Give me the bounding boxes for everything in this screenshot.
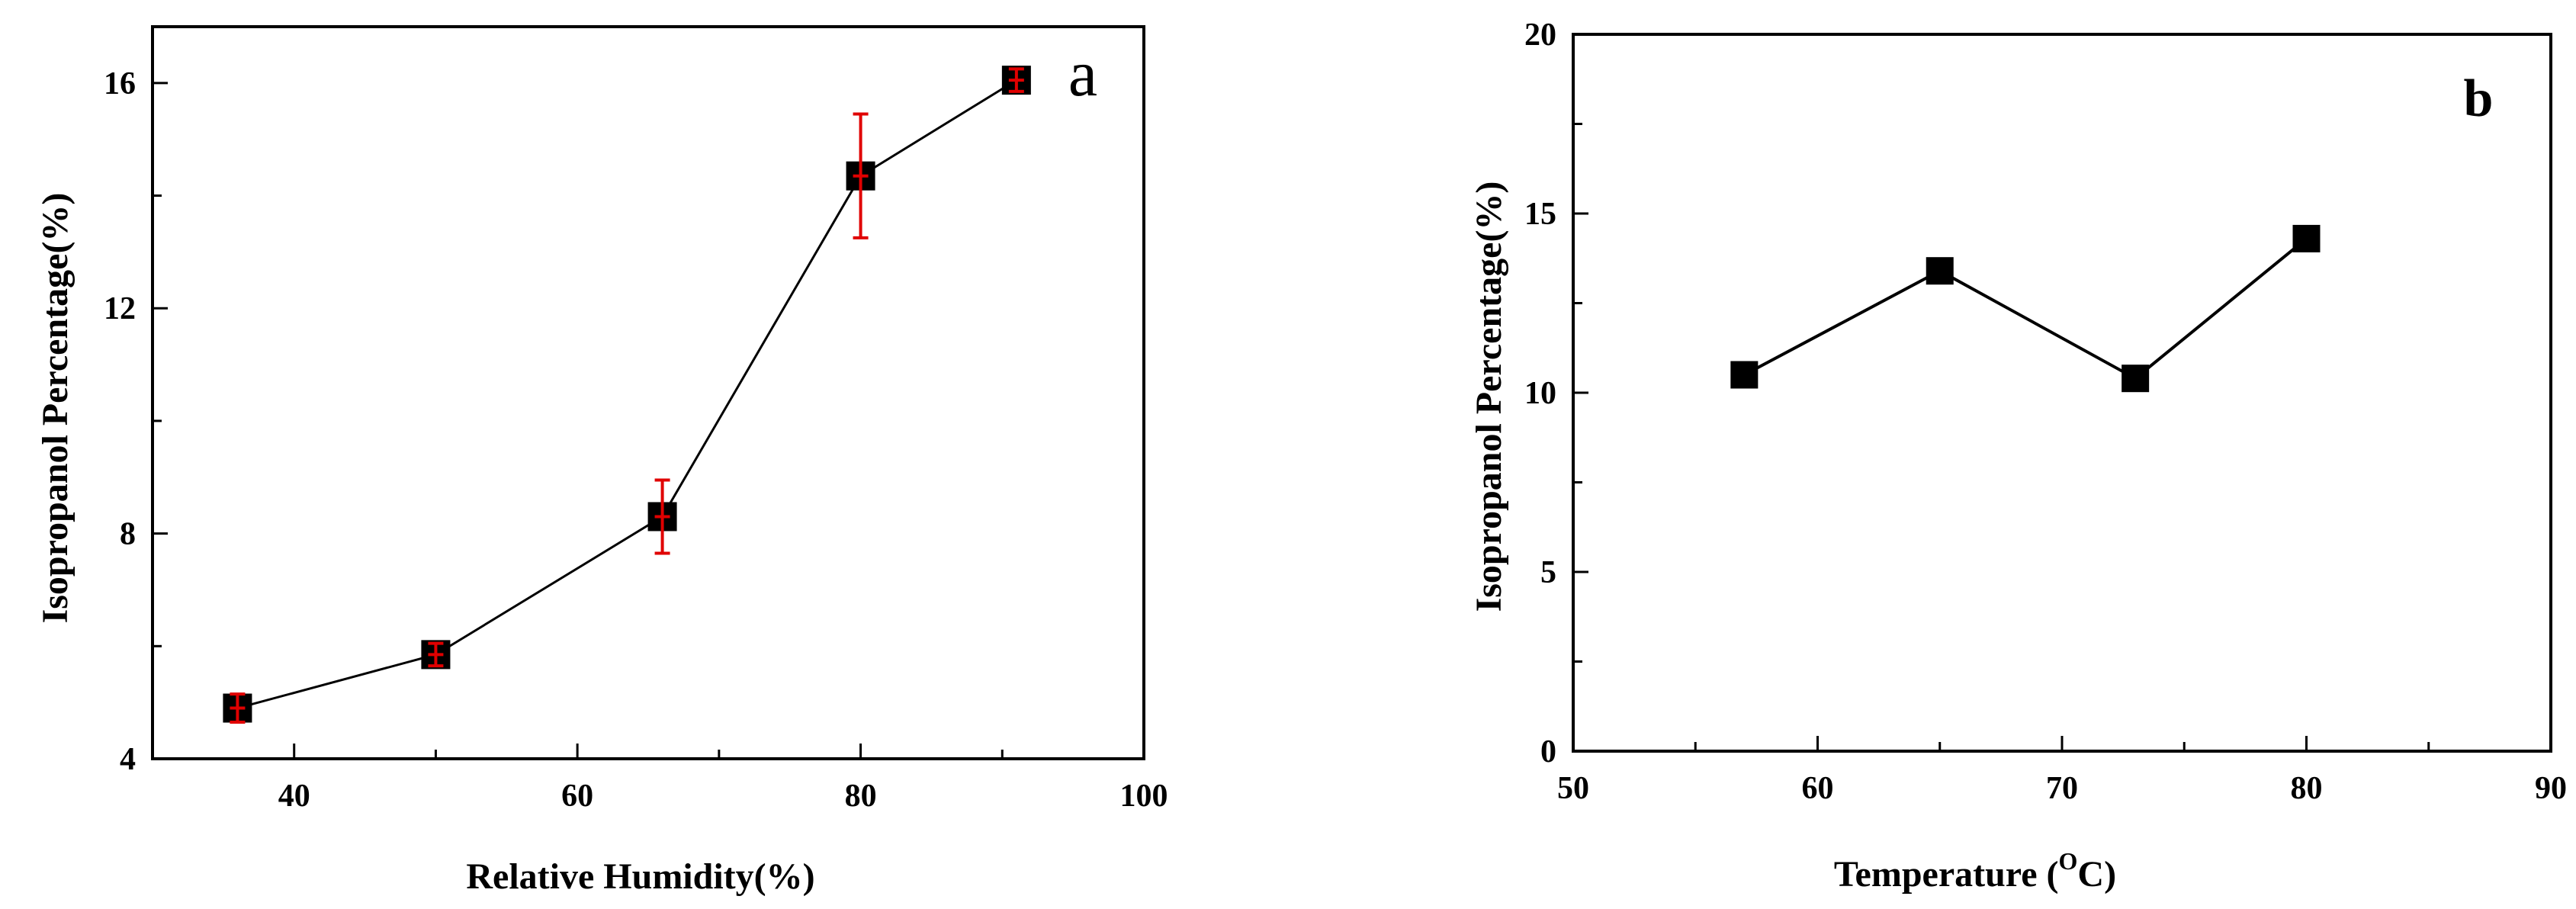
chart-b-data-point bbox=[1926, 257, 1954, 285]
chart-a-x-tick-label: 100 bbox=[1120, 779, 1168, 814]
chart-a-series-line bbox=[237, 79, 1017, 709]
chart-b-y-tick-label: 0 bbox=[1540, 734, 1556, 769]
chart-b-xlabel: Temperature (OC) bbox=[1834, 847, 2116, 895]
chart-b-ylabel: Isopropanol Percentage(%) bbox=[1469, 181, 1509, 612]
chart-a-y-tick-label: 12 bbox=[104, 291, 136, 326]
chart-b-x-tick-label: 70 bbox=[2046, 771, 2078, 806]
chart-b-data-point bbox=[2122, 365, 2150, 393]
chart-a-y-tick-label: 4 bbox=[120, 742, 136, 777]
chart-b-panel-label: b bbox=[2464, 69, 2494, 128]
chart-b-xlabel-main: Temperature ( bbox=[1834, 854, 2059, 895]
chart-b-x-tick-label: 50 bbox=[1557, 771, 1589, 806]
chart-b-x-tick-label: 60 bbox=[1802, 771, 1834, 806]
chart-a-x-tick-label: 80 bbox=[845, 779, 877, 814]
chart-a-y-tick-label: 8 bbox=[120, 517, 136, 552]
chart-panel-a: Relative Humidity(%) Isopropanol Percent… bbox=[35, 25, 1168, 897]
chart-a-plot-frame bbox=[151, 25, 1145, 760]
chart-a-y-tick-label: 16 bbox=[104, 66, 136, 101]
chart-b-y-tick-label: 15 bbox=[1524, 197, 1556, 232]
chart-b-plot-frame bbox=[1572, 33, 2552, 753]
chart-b-y-tick-label: 10 bbox=[1524, 376, 1556, 411]
chart-a-ylabel: Isopropanol Percentage(%) bbox=[35, 193, 75, 624]
chart-b-y-tick-label: 5 bbox=[1540, 555, 1556, 590]
chart-b-series-line bbox=[1743, 237, 2308, 381]
chart-b-x-tick-label: 80 bbox=[2291, 771, 2323, 806]
chart-b-data-point bbox=[2292, 224, 2321, 252]
chart-b-y-tick-label: 20 bbox=[1524, 18, 1556, 53]
chart-b-xlabel-unit: C) bbox=[2077, 854, 2116, 895]
chart-a-x-tick-label: 60 bbox=[561, 779, 593, 814]
chart-panel-b: Temperature (OC) Isopropanol Percentage(… bbox=[1469, 18, 2567, 895]
chart-a-panel-label: a bbox=[1068, 37, 1097, 110]
chart-b-data-point bbox=[1730, 361, 1759, 389]
chart-b-xlabel-degree: O bbox=[2059, 847, 2078, 875]
chart-a-x-tick-label: 40 bbox=[278, 779, 310, 814]
chart-a-xlabel: Relative Humidity(%) bbox=[466, 856, 814, 897]
chart-b-x-tick-label: 90 bbox=[2535, 771, 2567, 806]
